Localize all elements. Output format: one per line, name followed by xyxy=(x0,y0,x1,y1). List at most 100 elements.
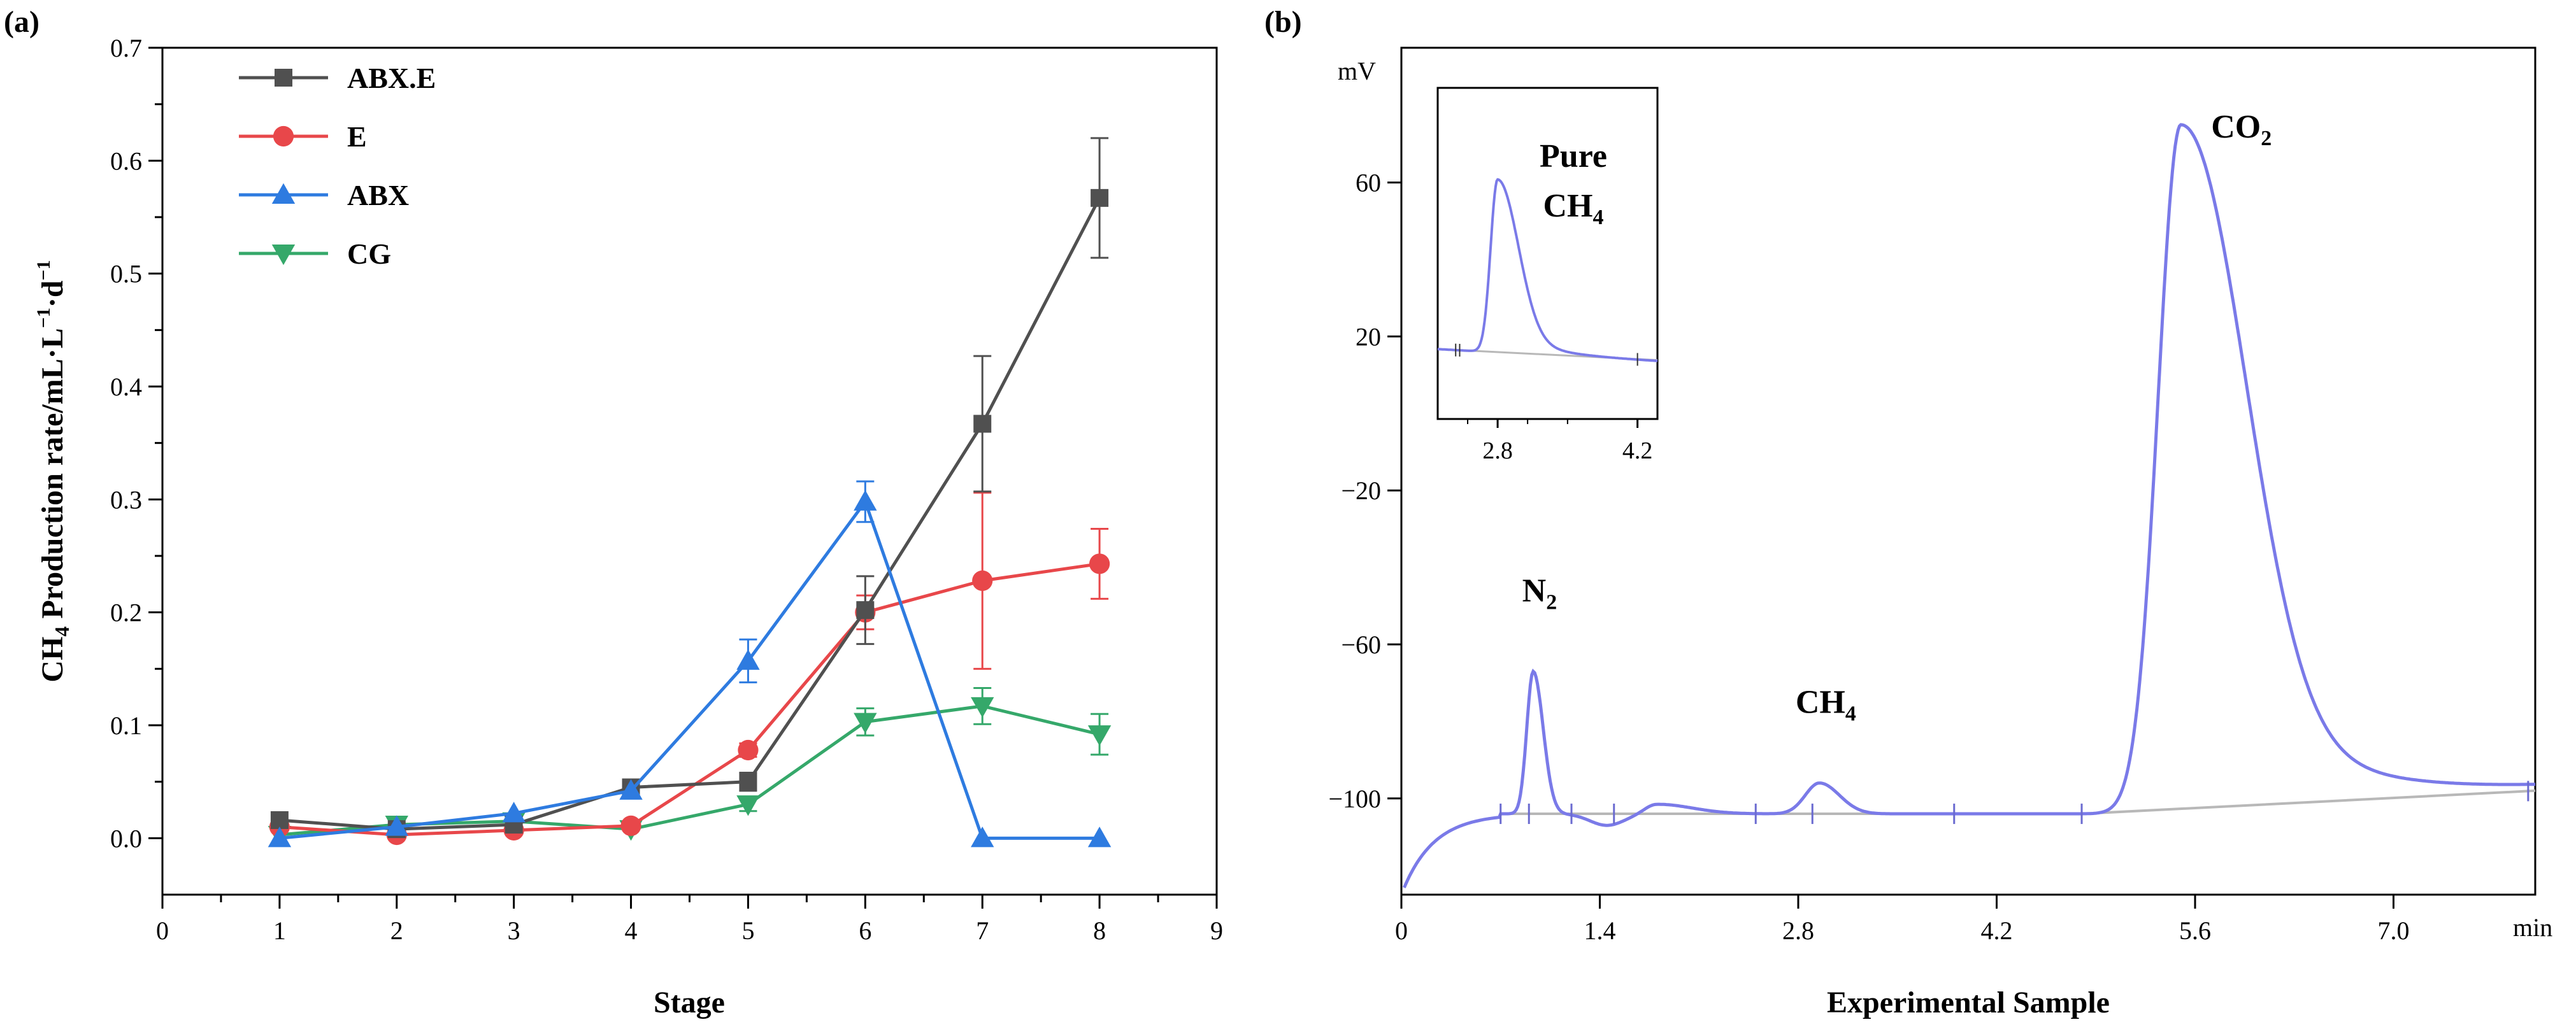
y-tick-label: 0.5 xyxy=(110,260,142,288)
data-point xyxy=(619,779,643,800)
x-tick-label: 4 xyxy=(625,916,638,945)
y-tick-label: 0.3 xyxy=(110,485,142,514)
legend-marker xyxy=(271,245,296,266)
panel-b-inset: Pure CH4 2.8 4.2 xyxy=(1436,87,1659,464)
data-point xyxy=(1087,725,1112,746)
panel-a-label: (a) xyxy=(4,5,39,39)
data-point xyxy=(1089,553,1110,574)
panel-a-x-axis-label: Stage xyxy=(654,986,725,1019)
panel-a-series xyxy=(268,137,1112,848)
panel-b-chromatogram-trace xyxy=(1403,123,2536,889)
x-tick-label: 4.2 xyxy=(1981,916,2013,945)
data-point xyxy=(971,697,994,718)
inset-marks xyxy=(1455,343,1638,366)
y-tick-label: 0.1 xyxy=(110,711,142,740)
legend-marker xyxy=(273,125,294,147)
panel-a-legend: ABX.E E ABX CG xyxy=(239,62,436,270)
x-tick-label: 7 xyxy=(976,916,989,945)
peak-label-ch4: CH4 xyxy=(1796,685,1856,726)
series-abx-e xyxy=(270,137,1109,839)
panel-a-y-ticks: 0.0 0.1 0.2 0.3 0.4 0.5 0.6 0.7 xyxy=(110,34,162,853)
x-tick-label: 5 xyxy=(741,916,754,945)
legend-item: ABX xyxy=(239,179,409,211)
series-line xyxy=(279,498,1100,840)
data-point xyxy=(385,815,408,836)
x-tick-label: 1 xyxy=(273,916,286,945)
panel-b-plot-frame xyxy=(1400,46,2537,896)
legend-label: ABX.E xyxy=(347,62,436,94)
legend-label: ABX xyxy=(347,179,409,211)
x-tick-label: 5.6 xyxy=(2179,916,2211,945)
data-point xyxy=(854,713,877,734)
inset-frame xyxy=(1436,87,1659,420)
legend-item: E xyxy=(239,120,367,153)
inset-x-ticks: 2.8 4.2 xyxy=(1467,419,1653,464)
x-tick-label: 0 xyxy=(156,916,169,945)
data-point xyxy=(736,795,760,816)
inset-x-tick-label: 4.2 xyxy=(1622,437,1653,464)
x-tick-label: 3 xyxy=(508,916,520,945)
y-tick-label: 20 xyxy=(1356,322,1381,351)
data-point xyxy=(739,772,757,791)
legend-marker xyxy=(271,183,296,204)
inset-trace xyxy=(1437,178,1658,362)
panel-b-y-ticks: 60 20 −20 −60 −100 xyxy=(1328,169,1401,813)
panel-b-y-unit: mV xyxy=(1338,57,1376,85)
data-point xyxy=(973,415,992,433)
x-tick-label: 9 xyxy=(1210,916,1223,945)
panel-b-baseline xyxy=(1500,789,2536,816)
legend-marker xyxy=(275,69,292,87)
panel-b-x-ticks: 0 1.4 2.8 4.2 5.6 7.0 xyxy=(1395,895,2410,945)
data-point xyxy=(270,811,289,829)
data-point xyxy=(971,827,994,848)
series-line xyxy=(279,197,1101,831)
legend-label: E xyxy=(347,120,367,153)
x-tick-label: 2 xyxy=(390,916,403,945)
panel-b-label: (b) xyxy=(1264,5,1302,39)
x-tick-label: 1.4 xyxy=(1584,916,1616,945)
data-point xyxy=(1087,827,1112,848)
panel-b-x-unit: min xyxy=(2513,913,2552,942)
panel-a-plot-frame xyxy=(161,46,1218,896)
x-tick-label: 8 xyxy=(1093,916,1106,945)
legend-item: CG xyxy=(239,238,391,270)
data-point xyxy=(856,601,875,620)
panel-a-y-axis-label: CH4 Production rate/mL·L−1·d−1 xyxy=(33,260,73,682)
panel-b-x-axis-label: Experimental Sample xyxy=(1827,986,2110,1019)
inset-label-line2: CH4 xyxy=(1543,188,1604,229)
data-point xyxy=(268,827,292,848)
data-point xyxy=(738,739,759,761)
panel-b: (b) mV min 0 1.4 2.8 4.2 5.6 7.0 60 20 −20 −60 −1… xyxy=(1264,5,2552,1019)
y-tick-label: −100 xyxy=(1328,784,1381,813)
y-tick-label: 0.7 xyxy=(110,34,142,62)
peak-label-co2: CO2 xyxy=(2211,109,2272,150)
panel-a-x-ticks: 0 1 2 3 4 5 6 7 8 9 xyxy=(156,895,1223,945)
x-tick-label: 2.8 xyxy=(1782,916,1814,945)
data-point xyxy=(854,490,877,511)
inset-x-tick-label: 2.8 xyxy=(1482,437,1513,464)
legend-label: CG xyxy=(347,238,391,270)
x-tick-label: 6 xyxy=(859,916,871,945)
data-point xyxy=(1091,188,1109,207)
y-tick-label: 0.2 xyxy=(110,599,142,627)
y-tick-label: −20 xyxy=(1341,476,1381,505)
data-point xyxy=(972,570,993,592)
data-point xyxy=(620,815,641,836)
series-line xyxy=(279,562,1100,837)
data-point xyxy=(502,802,526,823)
y-tick-label: 0.0 xyxy=(110,824,142,853)
panel-b-integration-marks xyxy=(1499,781,2529,825)
series-abx xyxy=(268,480,1112,848)
y-tick-label: 0.6 xyxy=(110,146,142,175)
x-tick-label: 0 xyxy=(1395,916,1408,945)
y-tick-label: 0.4 xyxy=(110,373,142,401)
series-e xyxy=(269,492,1110,846)
y-tick-label: −60 xyxy=(1341,630,1381,659)
x-tick-label: 7.0 xyxy=(2378,916,2410,945)
data-point xyxy=(736,649,760,670)
inset-label-line1: Pure xyxy=(1540,138,1607,174)
peak-label-n2: N2 xyxy=(1522,572,1557,614)
y-tick-label: 60 xyxy=(1356,169,1381,197)
